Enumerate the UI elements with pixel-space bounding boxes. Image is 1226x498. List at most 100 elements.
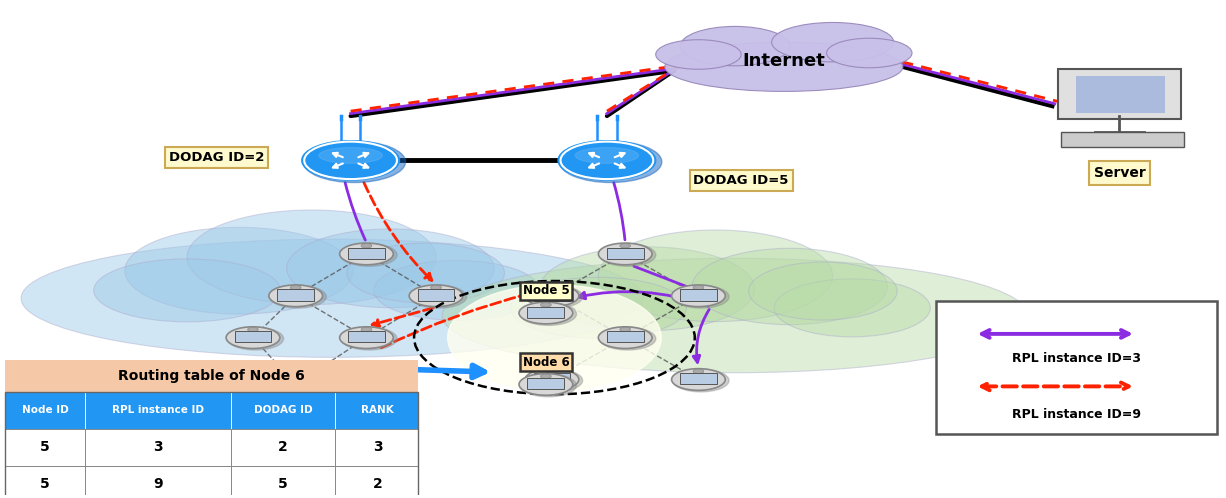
Circle shape: [547, 285, 558, 290]
Circle shape: [693, 285, 704, 290]
FancyBboxPatch shape: [348, 331, 385, 342]
FancyBboxPatch shape: [1075, 76, 1165, 113]
Ellipse shape: [374, 260, 539, 320]
Circle shape: [541, 303, 552, 307]
Circle shape: [268, 374, 322, 395]
Circle shape: [270, 285, 326, 308]
Text: RANK: RANK: [362, 405, 394, 415]
Ellipse shape: [93, 259, 281, 322]
Text: 3: 3: [153, 440, 163, 454]
Circle shape: [600, 327, 656, 350]
Circle shape: [519, 374, 573, 395]
Text: Node ID: Node ID: [22, 405, 69, 415]
Circle shape: [598, 243, 652, 265]
Circle shape: [620, 327, 630, 332]
FancyBboxPatch shape: [5, 429, 418, 466]
Circle shape: [227, 327, 283, 350]
FancyBboxPatch shape: [348, 248, 385, 258]
Text: 2: 2: [278, 440, 288, 454]
Text: Internet: Internet: [743, 52, 825, 70]
FancyBboxPatch shape: [680, 289, 717, 300]
Ellipse shape: [21, 239, 644, 358]
Ellipse shape: [656, 40, 742, 69]
Text: RPL instance ID: RPL instance ID: [112, 405, 204, 415]
Ellipse shape: [287, 229, 494, 308]
Text: Routing table of Node 6: Routing table of Node 6: [118, 370, 305, 383]
FancyBboxPatch shape: [418, 289, 455, 300]
Text: 5: 5: [40, 440, 50, 454]
FancyBboxPatch shape: [234, 331, 271, 342]
FancyBboxPatch shape: [5, 392, 418, 429]
FancyBboxPatch shape: [607, 331, 644, 342]
Circle shape: [598, 327, 652, 349]
Text: 3: 3: [373, 440, 383, 454]
FancyBboxPatch shape: [533, 373, 570, 384]
Circle shape: [526, 285, 582, 308]
FancyBboxPatch shape: [5, 361, 418, 392]
Circle shape: [303, 141, 406, 183]
Ellipse shape: [575, 147, 639, 163]
FancyBboxPatch shape: [527, 378, 564, 389]
FancyBboxPatch shape: [680, 373, 717, 384]
Circle shape: [525, 285, 579, 307]
Circle shape: [340, 327, 394, 349]
Circle shape: [520, 374, 576, 397]
FancyBboxPatch shape: [5, 466, 418, 498]
Circle shape: [248, 327, 259, 332]
Text: DODAG ID=2: DODAG ID=2: [169, 151, 264, 164]
Circle shape: [341, 327, 397, 350]
Ellipse shape: [771, 22, 894, 62]
Circle shape: [600, 244, 656, 266]
FancyBboxPatch shape: [1058, 69, 1181, 119]
FancyBboxPatch shape: [1060, 132, 1184, 147]
Ellipse shape: [188, 210, 436, 305]
Ellipse shape: [598, 230, 832, 322]
Text: RPL instance ID=9: RPL instance ID=9: [1013, 408, 1141, 421]
Circle shape: [620, 244, 630, 248]
Text: Server: Server: [1094, 166, 1145, 180]
Text: 5: 5: [40, 477, 50, 491]
Circle shape: [362, 327, 371, 332]
Text: DODAG ID=5: DODAG ID=5: [694, 174, 788, 187]
Circle shape: [291, 374, 302, 378]
Circle shape: [526, 369, 582, 392]
Circle shape: [362, 244, 371, 248]
Ellipse shape: [510, 277, 687, 338]
Circle shape: [525, 369, 579, 390]
Circle shape: [270, 374, 326, 397]
Circle shape: [672, 285, 726, 307]
Ellipse shape: [539, 247, 754, 331]
Circle shape: [302, 140, 400, 180]
Circle shape: [340, 243, 394, 265]
Ellipse shape: [693, 249, 888, 325]
Text: 2: 2: [373, 477, 383, 491]
Ellipse shape: [774, 279, 931, 337]
Circle shape: [519, 302, 573, 324]
Text: Node 6: Node 6: [522, 356, 569, 369]
Circle shape: [559, 141, 662, 183]
Circle shape: [672, 369, 726, 390]
Ellipse shape: [447, 285, 661, 390]
Circle shape: [558, 140, 656, 180]
FancyBboxPatch shape: [607, 248, 644, 258]
Circle shape: [520, 303, 576, 325]
Circle shape: [411, 285, 467, 308]
Ellipse shape: [319, 147, 383, 163]
Ellipse shape: [749, 262, 897, 320]
FancyBboxPatch shape: [277, 378, 314, 389]
FancyBboxPatch shape: [937, 301, 1217, 434]
Ellipse shape: [347, 243, 505, 303]
FancyBboxPatch shape: [277, 289, 314, 300]
Circle shape: [409, 285, 463, 307]
Circle shape: [430, 285, 441, 290]
Circle shape: [226, 327, 280, 349]
Circle shape: [268, 285, 322, 307]
FancyBboxPatch shape: [527, 307, 564, 318]
Ellipse shape: [826, 38, 912, 68]
Circle shape: [341, 244, 397, 266]
Ellipse shape: [664, 42, 902, 92]
Circle shape: [547, 369, 558, 374]
FancyBboxPatch shape: [533, 289, 570, 300]
Text: 5: 5: [278, 477, 288, 491]
Ellipse shape: [125, 227, 353, 314]
